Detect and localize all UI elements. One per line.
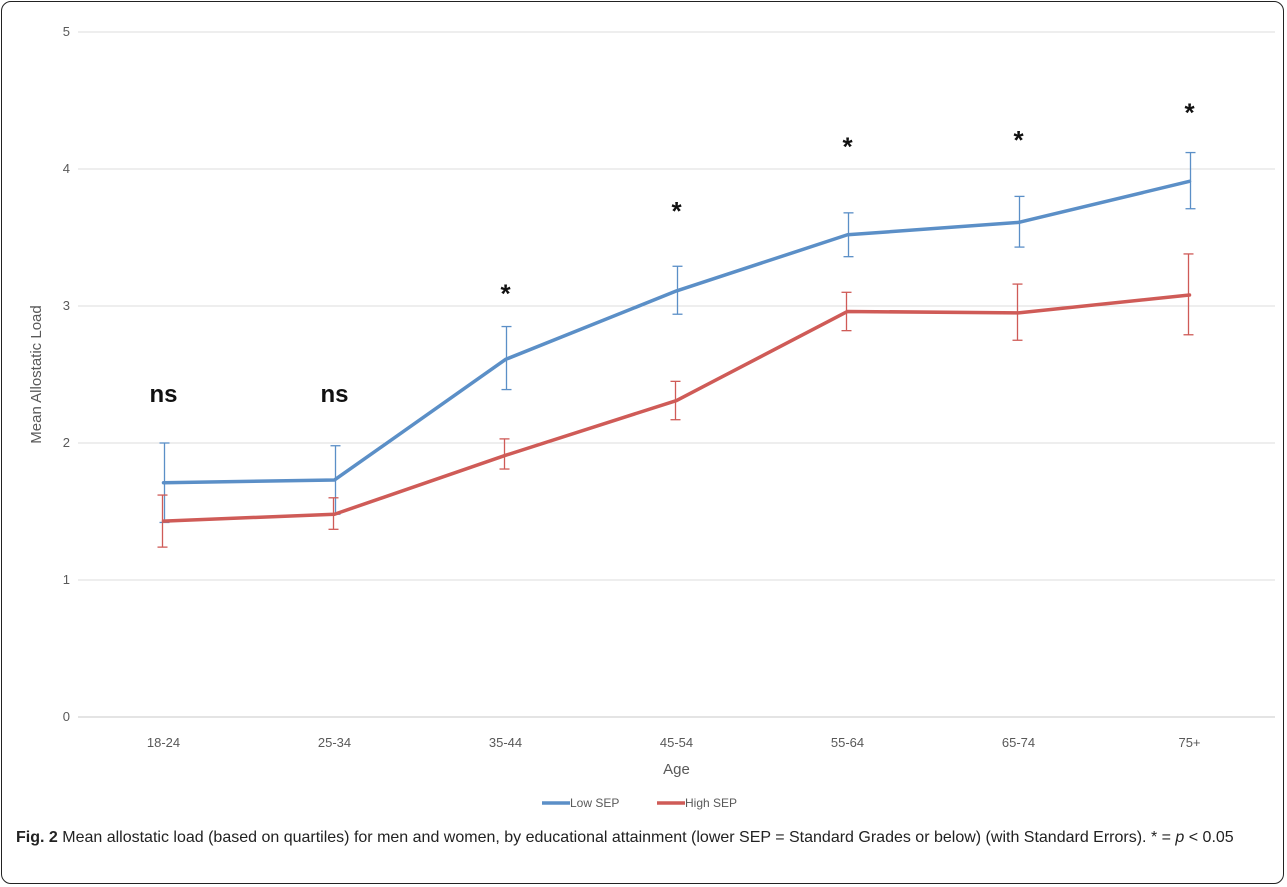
y-tick-label: 4 bbox=[63, 161, 70, 176]
x-tick-labels: 18-24 25-34 35-44 45-54 55-64 65-74 75+ bbox=[147, 735, 1201, 750]
y-tick-label: 2 bbox=[63, 435, 70, 450]
caption-text: Mean allostatic load (based on quartiles… bbox=[62, 829, 1176, 846]
legend-item: Low SEP bbox=[542, 796, 619, 810]
x-tick-label: 35-44 bbox=[489, 735, 522, 750]
y-tick-labels: 0 1 2 3 4 5 bbox=[63, 24, 70, 724]
y-tick-label: 0 bbox=[63, 709, 70, 724]
x-tick-label: 18-24 bbox=[147, 735, 180, 750]
series-line-low-sep bbox=[161, 179, 1192, 485]
x-tick-label: 25-34 bbox=[318, 735, 351, 750]
figure-caption: Fig. 2 Mean allostatic load (based on qu… bbox=[16, 827, 1271, 849]
gridlines bbox=[78, 31, 1275, 718]
significance-annotations: ns ns * * * * * bbox=[149, 97, 1195, 407]
legend: Low SEP High SEP bbox=[542, 796, 737, 810]
x-tick-label: 55-64 bbox=[831, 735, 864, 750]
significance-label: ns bbox=[149, 381, 177, 408]
caption-p-symbol: p bbox=[1175, 829, 1185, 846]
series-line-high-sep bbox=[161, 293, 1192, 523]
legend-item: High SEP bbox=[657, 796, 737, 810]
legend-label: High SEP bbox=[685, 796, 737, 810]
significance-label: * bbox=[842, 132, 853, 162]
y-axis-title: Mean Allostatic Load bbox=[28, 305, 45, 443]
significance-label: * bbox=[500, 278, 511, 308]
legend-label: Low SEP bbox=[570, 796, 619, 810]
x-axis-title: Age bbox=[663, 761, 690, 778]
y-tick-label: 5 bbox=[63, 24, 70, 39]
caption-threshold: < 0.05 bbox=[1184, 829, 1234, 846]
line-chart: 0 1 2 3 4 5 18-24 25-34 35-44 45-54 55-64 65-74 75+… bbox=[28, 24, 1275, 810]
series-lines bbox=[161, 179, 1192, 523]
x-tick-label: 65-74 bbox=[1002, 735, 1035, 750]
significance-label: * bbox=[671, 196, 682, 226]
x-tick-label: 75+ bbox=[1178, 735, 1200, 750]
y-tick-label: 3 bbox=[63, 298, 70, 313]
y-tick-label: 1 bbox=[63, 572, 70, 587]
x-tick-label: 45-54 bbox=[660, 735, 693, 750]
significance-label: * bbox=[1184, 97, 1195, 127]
significance-label: ns bbox=[320, 381, 348, 408]
figure-label: Fig. 2 bbox=[16, 829, 58, 846]
significance-label: * bbox=[1013, 125, 1024, 155]
